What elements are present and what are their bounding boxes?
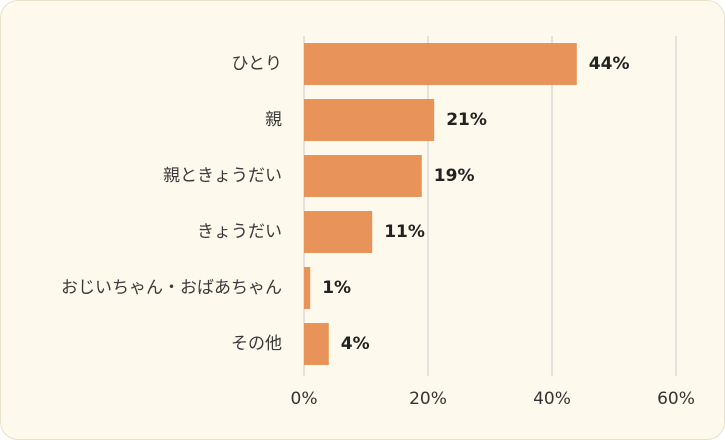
category-label-3: きょうだい [197,222,282,242]
category-label-5: その他 [231,334,282,354]
gridlines [303,36,677,376]
bar-1 [304,99,435,141]
bar-2 [304,155,422,197]
bar-5 [304,323,329,365]
x-axis-tick-labels: 0% 20% 40% 60% [291,389,695,409]
bars [304,43,577,365]
x-tick-label-0: 0% [291,389,318,409]
category-label-1: 親 [265,110,282,130]
x-tick-label-40: 40% [533,389,571,409]
value-label-2: 19% [434,166,475,186]
value-labels: 44% 21% 19% 11% 1% 4% [322,54,629,354]
category-label-2: 親ときょうだい [163,166,282,186]
value-label-0: 44% [589,54,630,74]
category-label-4: おじいちゃん・おばあちゃん [61,278,282,298]
value-label-3: 11% [384,222,425,242]
bar-4 [304,267,311,309]
bar-0 [304,43,577,85]
x-tick-label-20: 20% [409,389,447,409]
value-label-1: 21% [446,110,487,130]
x-tick-label-60: 60% [657,389,695,409]
category-label-0: ひとり [232,54,283,74]
value-label-5: 4% [341,334,370,354]
value-label-4: 1% [322,278,351,298]
bar-3 [304,211,373,253]
